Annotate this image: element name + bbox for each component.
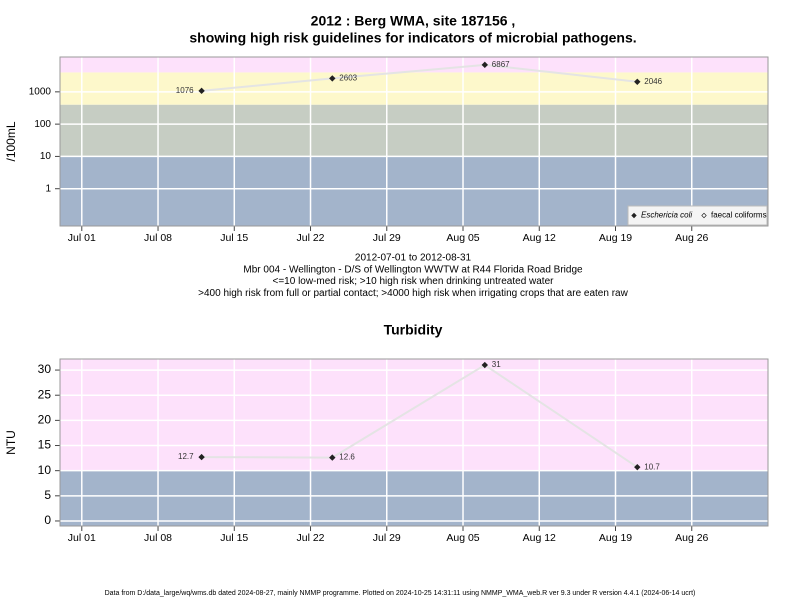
legend-marker: [701, 212, 707, 219]
subtitle-note: <=10 low-med risk; >10 high risk when dr…: [273, 276, 555, 287]
y-tick-label: 1: [45, 183, 51, 194]
x-tick-label: Aug 26: [675, 232, 708, 244]
data-point: [198, 87, 205, 95]
footer: Data from D:/data_large/wq/wms.db dated …: [105, 590, 696, 597]
legend-label: Eschericia coli: [641, 211, 692, 220]
risk-band: [60, 72, 768, 105]
y-tick-label: 1000: [29, 86, 52, 97]
x-tick-label: Jul 22: [297, 232, 325, 244]
x-tick-label: Jul 15: [220, 232, 248, 244]
series-line: [201, 363, 638, 468]
x-tick-label: Aug 26: [675, 532, 708, 544]
data-label: 12.6: [339, 453, 355, 462]
y-tick-label: 25: [38, 387, 52, 401]
x-tick-label: Jul 29: [373, 532, 401, 544]
y-tick-label: 15: [38, 438, 52, 452]
y-axis-label: /100mL: [4, 121, 18, 161]
data-label: 12.7: [178, 452, 194, 461]
data-label: 2046: [644, 77, 662, 86]
risk-band: [60, 57, 768, 73]
legend-marker: [631, 212, 637, 219]
chart-title: showing high risk guidelines for indicat…: [189, 30, 636, 46]
y-tick-label: 0: [44, 513, 51, 527]
y-tick-label: 5: [44, 488, 51, 502]
data-label: 6867: [492, 60, 510, 69]
y-axis-label: NTU: [4, 430, 18, 455]
y-tick-label: 10: [38, 463, 52, 477]
data-point: [329, 75, 336, 82]
legend-label: faecal coliforms: [711, 211, 767, 220]
y-tick-label: 20: [38, 413, 52, 427]
subtitle-note: >400 high risk from full or partial cont…: [198, 288, 628, 299]
chart-title: Turbidity: [384, 322, 443, 338]
data-point: [634, 463, 641, 471]
x-tick-label: Jul 08: [144, 532, 172, 544]
y-tick-label: 10: [40, 151, 52, 162]
y-tick-label: 100: [34, 119, 51, 130]
x-tick-label: Jul 01: [68, 232, 96, 244]
x-tick-label: Aug 12: [523, 532, 556, 544]
data-point: [634, 78, 641, 86]
x-tick-label: Aug 12: [523, 232, 556, 244]
x-tick-label: Jul 08: [144, 232, 172, 244]
plot-border: [59, 358, 769, 527]
data-point: [481, 61, 488, 69]
x-tick-label: Jul 22: [297, 532, 325, 544]
x-tick-label: Aug 05: [446, 532, 479, 544]
risk-band: [60, 470, 768, 526]
data-point: [481, 361, 488, 369]
x-tick-label: Jul 29: [373, 232, 401, 244]
subtitle-note: 2012-07-01 to 2012-08-31: [355, 253, 472, 264]
data-label: 31: [492, 360, 501, 369]
x-tick-label: Aug 19: [599, 532, 632, 544]
data-label: 10.7: [644, 462, 660, 471]
risk-band: [60, 359, 768, 471]
x-tick-label: Jul 01: [68, 532, 96, 544]
risk-band: [60, 104, 768, 157]
data-point: [198, 453, 205, 461]
plot-border: [59, 56, 769, 227]
x-tick-label: Aug 05: [446, 232, 479, 244]
x-tick-label: Aug 19: [599, 232, 632, 244]
subtitle-note: Mbr 004 - Wellington - D/S of Wellington…: [243, 264, 583, 275]
y-tick-label: 30: [38, 362, 52, 376]
x-tick-label: Jul 15: [220, 532, 248, 544]
legend-box: [627, 205, 768, 226]
legend: Eschericia coli faecal coliforms: [627, 205, 768, 226]
chart-title: 2012 : Berg WMA, site 187156 ,: [311, 13, 516, 29]
data-label: 2603: [339, 74, 357, 83]
data-label: 1076: [176, 86, 194, 95]
data-point: [329, 454, 336, 461]
series-line: [201, 63, 638, 92]
